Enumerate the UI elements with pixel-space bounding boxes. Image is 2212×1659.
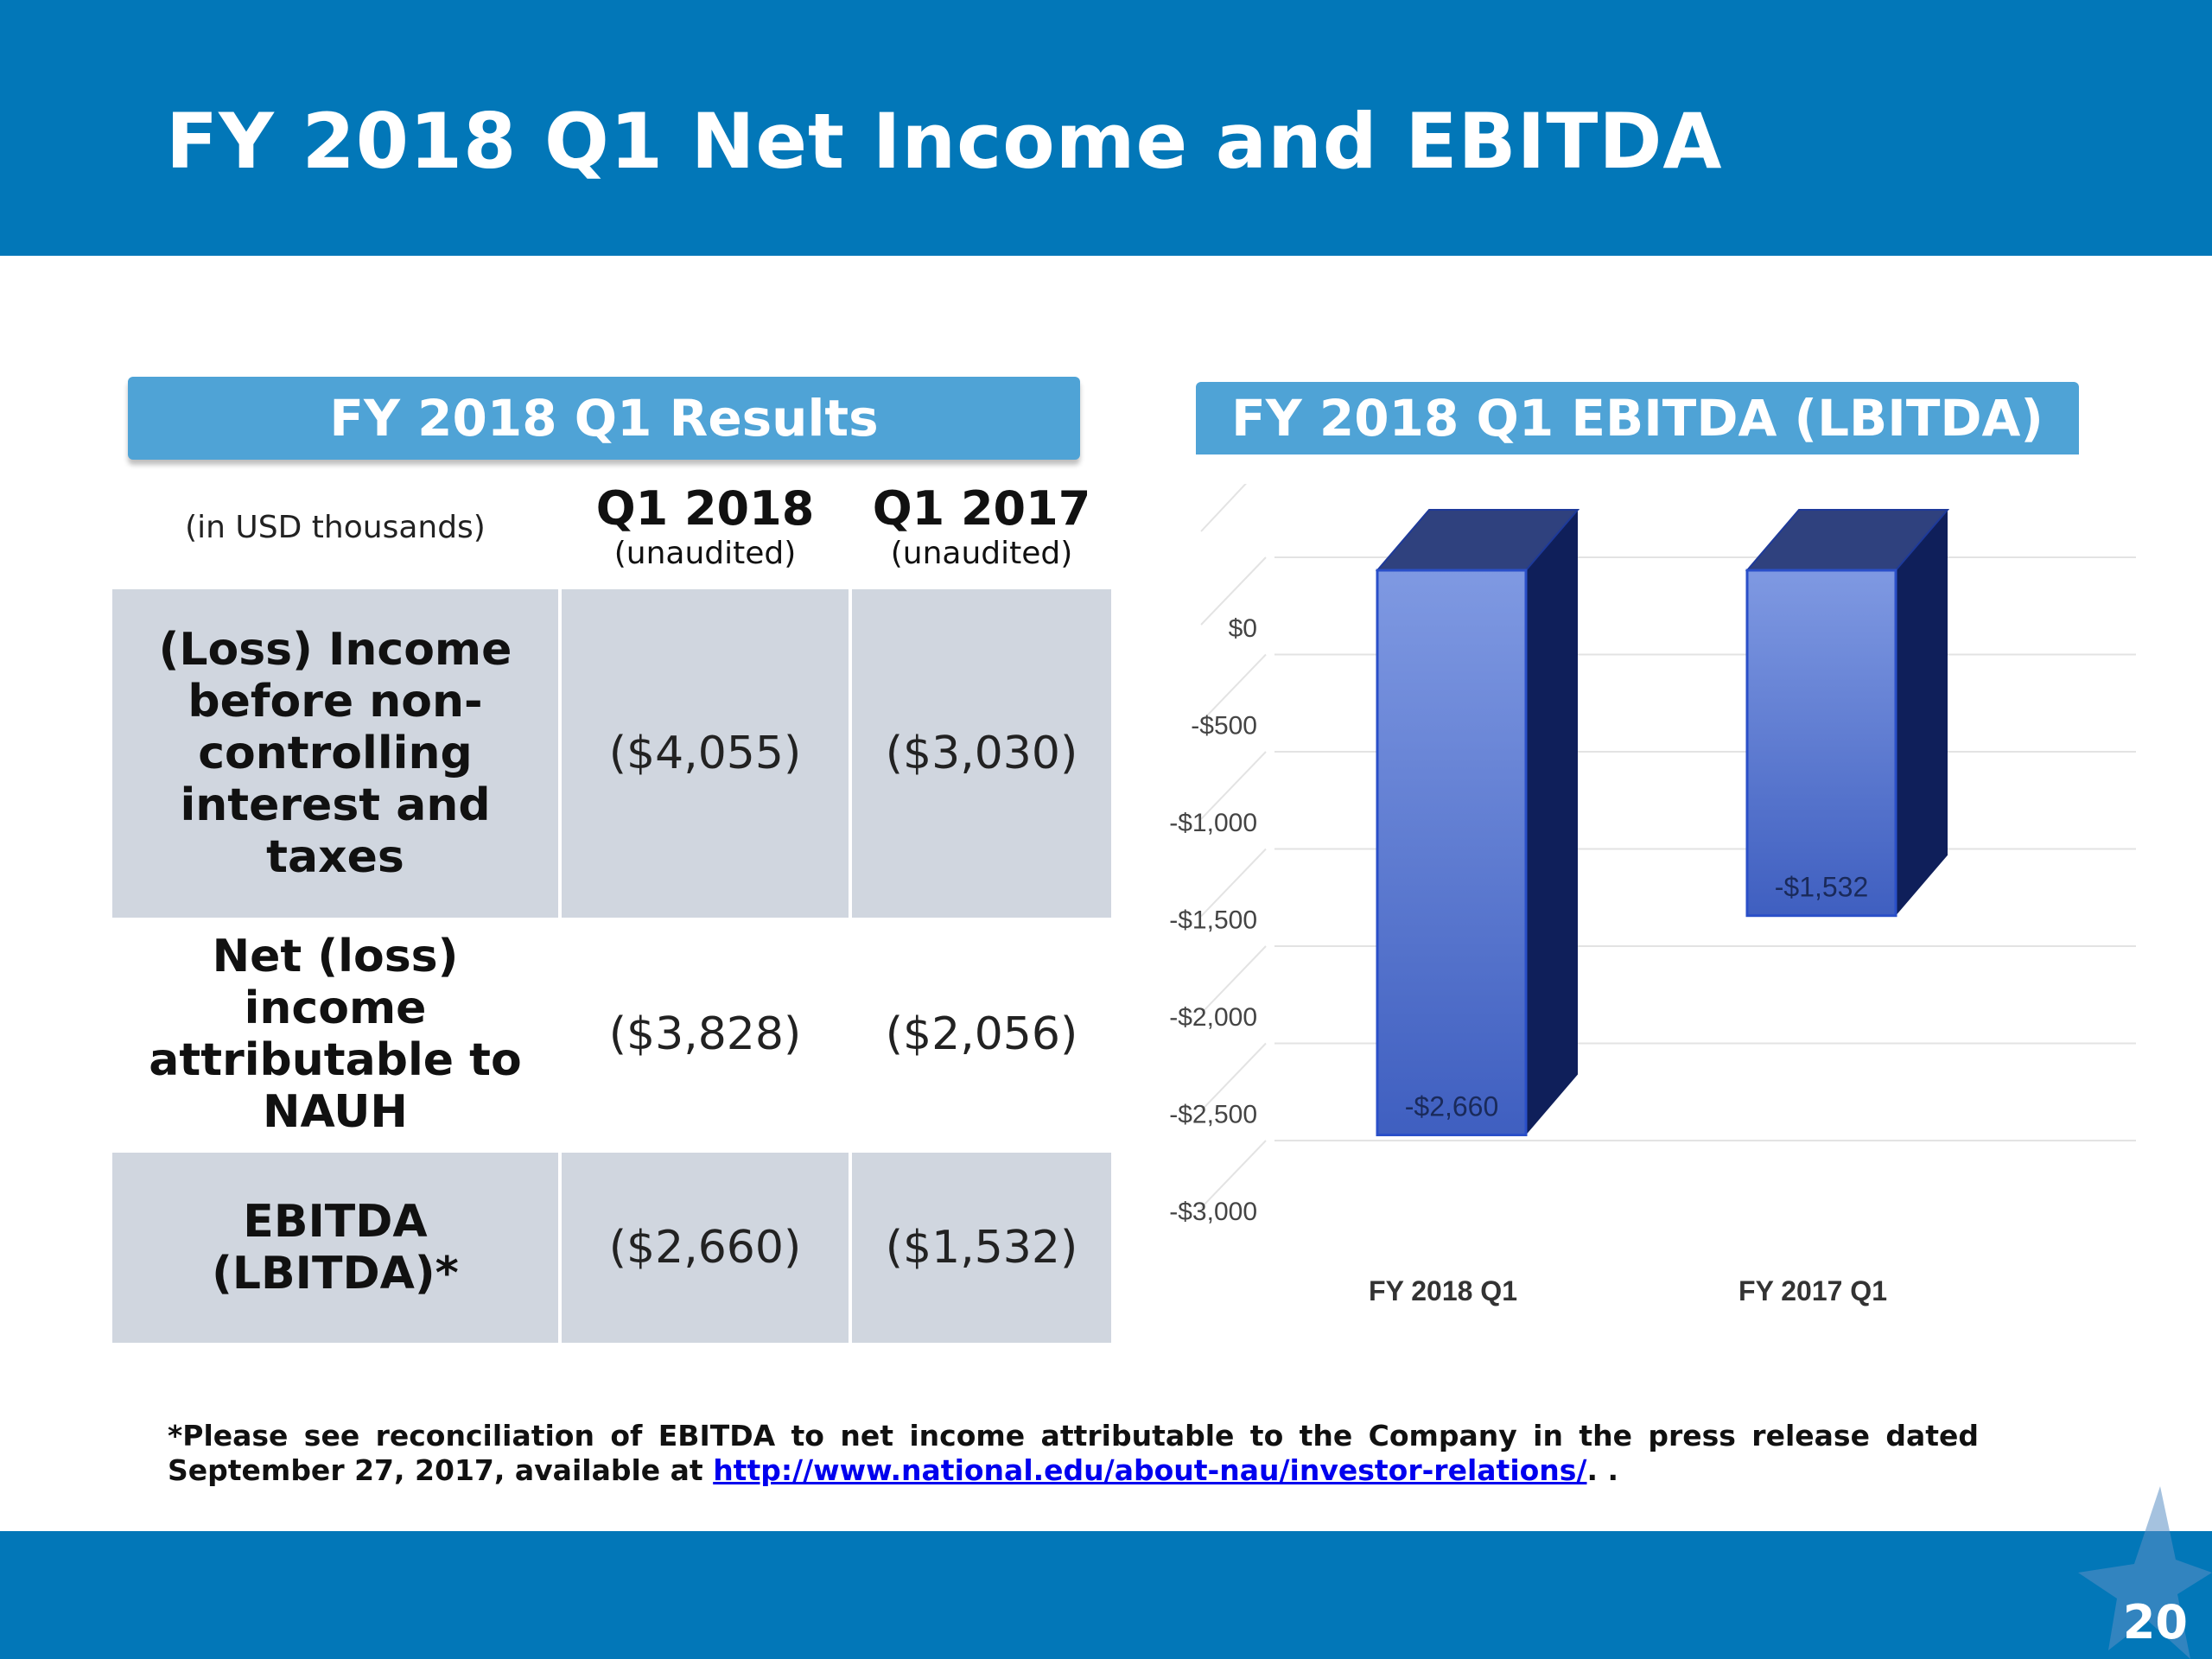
row-label: EBITDA (LBITDA)* bbox=[112, 1153, 558, 1343]
column-period: Q1 2018 bbox=[595, 481, 815, 536]
y-axis-ticks: $0 -$500 -$1,000 -$1,500 -$2,000 -$2,500 -$3,0… bbox=[1169, 614, 1257, 1226]
page-number: 20 bbox=[2122, 1595, 2188, 1649]
y-tick-label: -$1,000 bbox=[1169, 809, 1257, 837]
column-note: (unaudited) bbox=[613, 536, 797, 571]
results-heading: FY 2018 Q1 Results bbox=[128, 377, 1080, 460]
footnote-text: *Please see reconciliation of EBITDA to … bbox=[168, 1419, 1979, 1487]
y-tick-label: -$1,500 bbox=[1169, 906, 1257, 935]
table-header: (in USD thousands) Q1 2018 (unaudited) Q… bbox=[112, 475, 1111, 588]
x-category-label: FY 2018 Q1 bbox=[1369, 1275, 1517, 1306]
x-category-label: FY 2017 Q1 bbox=[1738, 1275, 1887, 1306]
bar-side bbox=[1526, 510, 1578, 1135]
bar bbox=[1376, 569, 1528, 1136]
ebitda-bar-chart: $0 -$500 -$1,000 -$1,500 -$2,000 -$2,500 -$3,0… bbox=[1169, 484, 2136, 1306]
row-value-q1-2017: ($2,056) bbox=[885, 1008, 1078, 1060]
footnote-suffix: . . bbox=[1586, 1453, 1619, 1487]
y-tick-label: -$3,000 bbox=[1169, 1198, 1257, 1226]
star-logo-icon bbox=[2078, 1486, 2212, 1659]
bar-side bbox=[1896, 510, 1948, 916]
units-label: (in USD thousands) bbox=[185, 510, 486, 545]
table-row: Net (loss) income attributable to NAUH (… bbox=[112, 918, 1111, 1151]
row-value-q1-2018: ($2,660) bbox=[562, 1153, 849, 1343]
chart-heading: FY 2018 Q1 EBITDA (LBITDA) bbox=[1196, 382, 2079, 454]
gridline-side bbox=[1200, 945, 1267, 1014]
gridlines bbox=[1200, 484, 2136, 1209]
row-label: (Loss) Income before non-controlling int… bbox=[112, 589, 558, 918]
gridline-side bbox=[1200, 848, 1267, 918]
column-period: Q1 2017 bbox=[872, 481, 1091, 536]
footnote: *Please see reconciliation of EBITDA to … bbox=[168, 1419, 1979, 1488]
gridline-side bbox=[1200, 556, 1267, 626]
header-band bbox=[0, 0, 2212, 256]
investor-relations-link[interactable]: http://www.national.edu/about-nau/invest… bbox=[713, 1453, 1587, 1487]
row-value-q1-2017: ($1,532) bbox=[852, 1153, 1111, 1343]
gridline-side bbox=[1200, 751, 1267, 820]
y-tick-label: -$2,000 bbox=[1169, 1003, 1257, 1032]
gridline-side bbox=[1200, 484, 1247, 532]
footer-band bbox=[0, 1531, 2212, 1659]
slide-title: FY 2018 Q1 Net Income and EBITDA bbox=[166, 97, 1723, 186]
column-header-q1-2017: Q1 2017 (unaudited) bbox=[852, 482, 1111, 572]
data-label: -$1,532 bbox=[1775, 872, 1869, 903]
gridline-side bbox=[1200, 653, 1267, 723]
gridline-side bbox=[1200, 1042, 1267, 1112]
column-note: (unaudited) bbox=[890, 536, 1073, 571]
gridline-side bbox=[1200, 1140, 1267, 1209]
bar bbox=[1745, 569, 1897, 918]
column-header-q1-2018: Q1 2018 (unaudited) bbox=[562, 482, 849, 572]
y-tick-label: -$2,500 bbox=[1169, 1101, 1257, 1129]
row-value-q1-2017: ($3,030) bbox=[852, 589, 1111, 918]
row-label: Net (loss) income attributable to NAUH bbox=[149, 931, 522, 1138]
bars: -$2,660 -$1,532 bbox=[1375, 509, 1950, 1136]
row-value-q1-2018: ($3,828) bbox=[608, 1008, 802, 1060]
table-row: (Loss) Income before non-controlling int… bbox=[112, 589, 1111, 918]
data-label: -$2,660 bbox=[1405, 1091, 1499, 1122]
row-value-q1-2018: ($4,055) bbox=[562, 589, 849, 918]
y-tick-label: -$500 bbox=[1191, 712, 1257, 741]
y-tick-label: $0 bbox=[1229, 614, 1257, 643]
table-row: EBITDA (LBITDA)* ($2,660) ($1,532) bbox=[112, 1153, 1111, 1343]
x-axis-categories: FY 2018 Q1 FY 2017 Q1 bbox=[1369, 1275, 1887, 1306]
